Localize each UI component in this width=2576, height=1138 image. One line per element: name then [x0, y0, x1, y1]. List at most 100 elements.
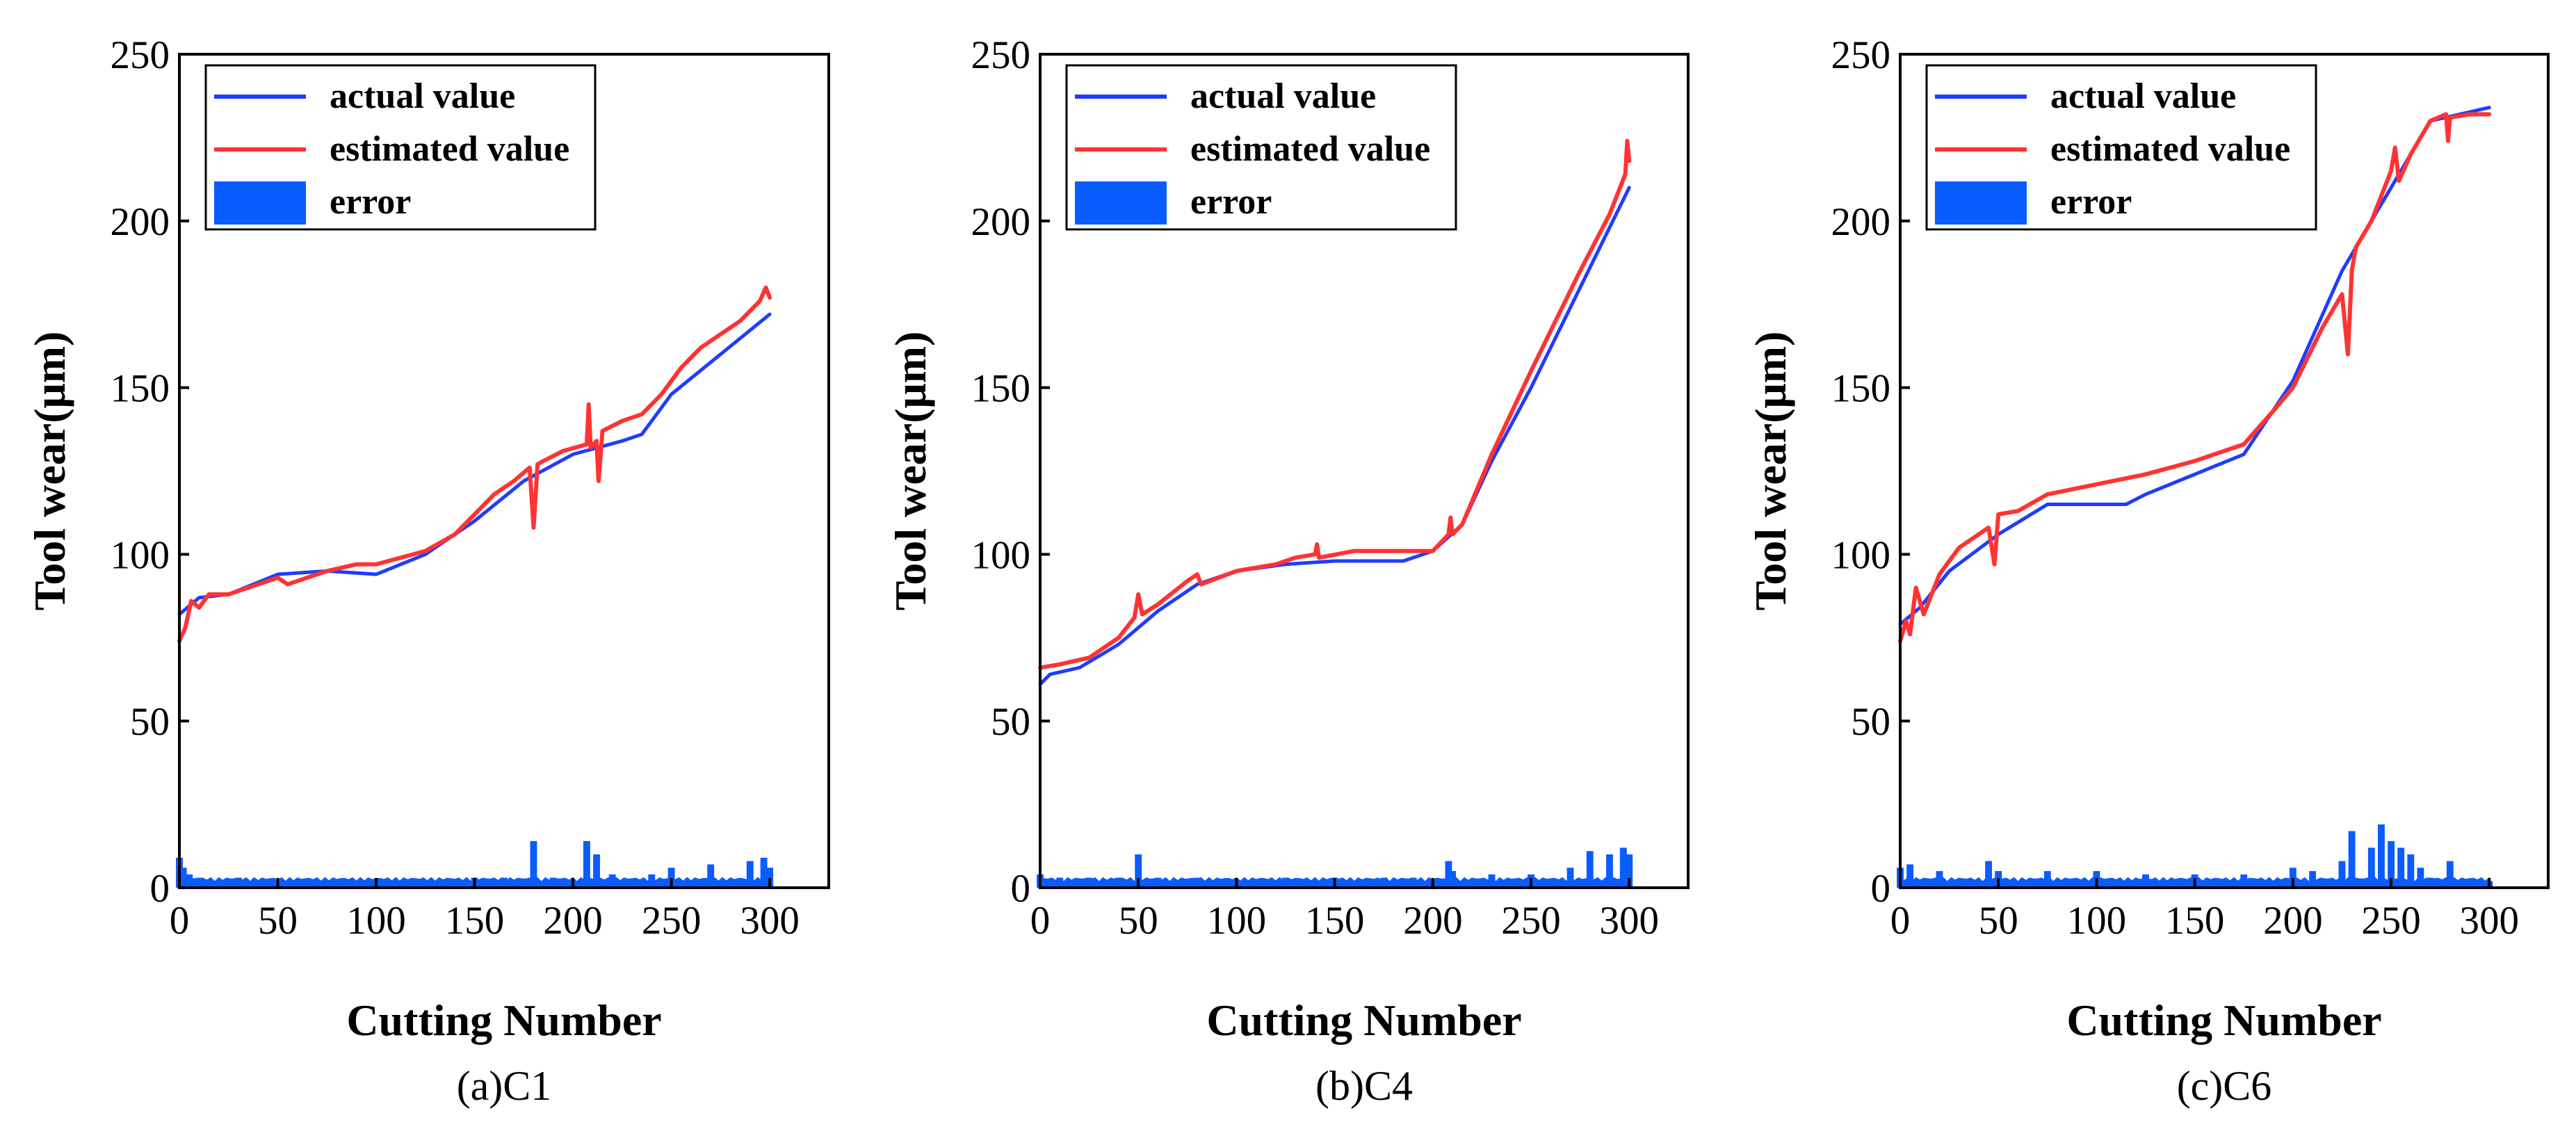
error-bar [2289, 868, 2296, 888]
error-bar [2417, 868, 2424, 888]
plot-frame [1899, 53, 2550, 889]
x-tick-label: 250 [642, 899, 702, 943]
error-bar [2338, 861, 2346, 888]
x-axis-title: Cutting Number [2066, 995, 2381, 1045]
y-tick-label: 0 [1011, 867, 1031, 911]
legend: actual value estimated value error [1065, 64, 1457, 231]
x-tick-label: 0 [1890, 899, 1911, 943]
chart-panel-3: 0 50 100 150 200 250 0 50 100 150 200 250 300 Cutting… [1746, 33, 2550, 1109]
error-bar [2407, 854, 2415, 888]
x-tick-label: 200 [2263, 899, 2323, 943]
y-axis-title: Tool wear(μm) [886, 332, 935, 611]
error-bar [583, 840, 590, 888]
y-tick-label: 0 [150, 867, 170, 911]
chart-panel-2: 0 50 100 150 200 250 0 50 100 150 200 250 300 Cutting… [886, 33, 1690, 1109]
error-bar [2348, 831, 2356, 888]
y-tick-label: 150 [111, 367, 170, 411]
x-tick-label: 50 [1119, 899, 1158, 943]
x-tick-label: 50 [258, 899, 298, 943]
x-axis-title: Cutting Number [1206, 995, 1521, 1045]
y-tick-label: 250 [971, 33, 1031, 77]
error-bar [2397, 847, 2405, 888]
error-bar [1936, 871, 1943, 888]
x-tick-label: 250 [2361, 899, 2421, 943]
actual-value-line [177, 312, 772, 617]
error-bar [2367, 847, 2375, 888]
y-tick-label: 200 [971, 200, 1031, 244]
y-tick-label: 50 [1851, 700, 1890, 744]
error-bar [2446, 861, 2454, 888]
legend-error-swatch [214, 181, 306, 225]
x-tick-label: 100 [2067, 899, 2127, 943]
error-bar [1445, 861, 1452, 888]
x-tick-label: 300 [740, 899, 800, 943]
error-bar [766, 868, 774, 888]
y-axis-title: Tool wear(μm) [1746, 332, 1795, 611]
legend: actual value estimated value error [204, 64, 597, 231]
x-tick-label: 0 [1030, 899, 1051, 943]
error-bar [1626, 854, 1633, 888]
error-bar [593, 854, 600, 888]
error-bar [707, 864, 715, 888]
legend-label: error [1190, 182, 1272, 222]
x-tick-label: 300 [2460, 899, 2520, 943]
x-tick-label: 100 [346, 899, 406, 943]
x-tick-label: 150 [445, 899, 505, 943]
panel-caption: (c)C6 [2177, 1063, 2272, 1109]
estimated-value-line [1038, 138, 1632, 670]
x-tick-label: 200 [1403, 899, 1463, 943]
error-bar [1606, 854, 1613, 888]
x-tick-label: 100 [1207, 899, 1267, 943]
x-tick-label: 150 [2165, 899, 2225, 943]
y-tick-label: 250 [111, 33, 170, 77]
error-bar [1985, 861, 1993, 888]
estimated-value-line [1898, 112, 2492, 644]
y-tick-label: 100 [111, 533, 170, 577]
y-tick-label: 50 [991, 700, 1030, 744]
x-axis-title: Cutting Number [346, 995, 661, 1045]
legend-label: error [330, 182, 411, 222]
x-tick-label: 300 [1600, 899, 1660, 943]
y-tick-label: 150 [1831, 367, 1891, 411]
y-tick-label: 150 [971, 367, 1031, 411]
y-tick-label: 100 [971, 533, 1031, 577]
legend-label: actual value [330, 76, 515, 116]
actual-value-line [1038, 186, 1631, 686]
x-tick-label: 250 [1501, 899, 1561, 943]
legend-error-swatch [1075, 181, 1167, 225]
error-bar [1619, 847, 1627, 888]
error-bar [746, 861, 754, 888]
legend-label: estimated value [330, 129, 569, 169]
plot-frame [1039, 53, 1690, 889]
plot-frame [178, 53, 830, 889]
error-bar [1135, 854, 1142, 888]
legend-label: estimated value [2050, 129, 2290, 169]
x-tick-label: 200 [543, 899, 603, 943]
error-bar [760, 857, 768, 888]
estimated-value-line [177, 285, 772, 644]
error-bar [2388, 840, 2395, 888]
y-tick-label: 0 [1871, 867, 1891, 911]
error-bar [1906, 864, 1914, 888]
legend-label: error [2050, 182, 2132, 222]
error-bar [2377, 824, 2385, 888]
panel-caption: (b)C4 [1315, 1063, 1413, 1109]
x-tick-label: 50 [1979, 899, 2018, 943]
panel-caption: (a)C1 [457, 1063, 552, 1109]
y-tick-label: 100 [1831, 533, 1891, 577]
error-bar [1586, 851, 1594, 888]
chart-panel-1: 0 50 100 150 200 250 0 50 100 150 200 250 300 Cutting… [25, 33, 830, 1109]
error-bar [667, 868, 675, 888]
error-bar [1449, 871, 1457, 888]
legend-label: actual value [1190, 76, 1376, 116]
y-tick-label: 200 [111, 200, 170, 244]
y-tick-label: 200 [1831, 200, 1891, 244]
y-tick-label: 50 [130, 700, 170, 744]
legend-error-swatch [1935, 181, 2027, 225]
x-tick-label: 150 [1305, 899, 1365, 943]
y-tick-label: 250 [1831, 33, 1891, 77]
error-bar [530, 840, 537, 888]
legend: actual value estimated value error [1925, 64, 2317, 231]
legend-label: estimated value [1190, 129, 1430, 169]
